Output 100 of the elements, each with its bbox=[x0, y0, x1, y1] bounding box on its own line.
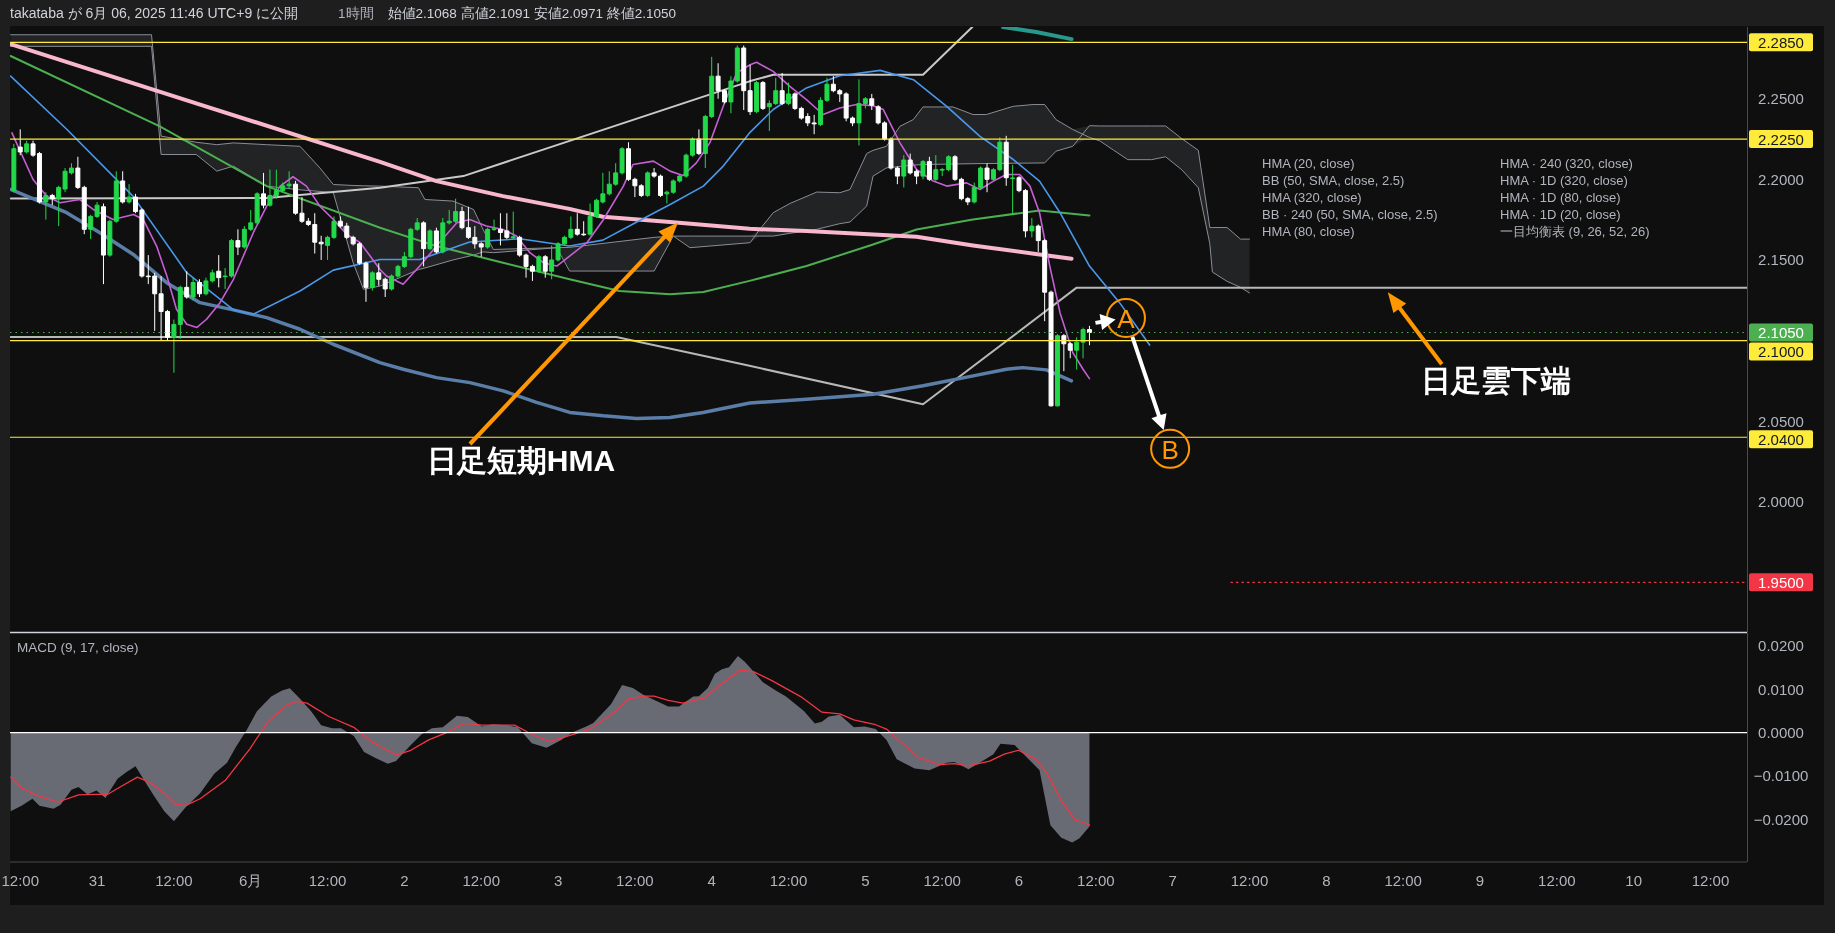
candlestick bbox=[1061, 333, 1067, 372]
annotation: 日足短期HMA bbox=[426, 443, 616, 477]
candlestick bbox=[786, 82, 792, 106]
annotation: 日足雲下端 bbox=[1420, 363, 1571, 397]
y-tick-label: 2.1500 bbox=[1758, 251, 1804, 269]
ref-line-label: 2.0400 bbox=[1758, 430, 1804, 448]
x-tick-label: 12:00 bbox=[769, 871, 808, 889]
x-tick-label: 5 bbox=[861, 871, 870, 889]
x-tick-label: 12:00 bbox=[308, 871, 347, 889]
candlestick bbox=[184, 270, 190, 300]
candlestick bbox=[1029, 217, 1035, 238]
x-tick-label: 12:00 bbox=[1077, 871, 1115, 889]
y-tick-label: 2.2500 bbox=[1758, 90, 1804, 108]
data-label: 1.9500 bbox=[1758, 573, 1804, 591]
annotation: BB (50, SMA, close, 2.5) bbox=[1262, 173, 1405, 188]
text: takataba が 6月 06, 2025 11:46 UTC+9 に公開 bbox=[10, 5, 299, 21]
line-series bbox=[10, 69, 1151, 346]
candlestick bbox=[100, 203, 106, 285]
candlestick bbox=[427, 228, 433, 251]
x-tick-label: 3 bbox=[553, 871, 563, 889]
line-series bbox=[10, 42, 1074, 261]
x-tick-label: 12:00 bbox=[155, 871, 193, 889]
candlestick bbox=[49, 193, 55, 206]
candlestick bbox=[43, 191, 49, 221]
y-tick-label: −0.0200 bbox=[1753, 810, 1809, 828]
candlestick bbox=[235, 228, 241, 256]
candlestick bbox=[197, 278, 202, 298]
candlestick bbox=[811, 114, 817, 135]
x-tick-label: 12:00 bbox=[1, 871, 40, 889]
candlestick bbox=[17, 128, 23, 156]
y-tick-label: 2.0500 bbox=[1758, 412, 1804, 430]
candlestick bbox=[286, 170, 292, 190]
chart-subtitle: 始値2.1068 高値2.1091 安値2.0971 終値2.1050 bbox=[387, 6, 676, 21]
candlestick bbox=[933, 154, 939, 182]
y-tick-label: 2.2000 bbox=[1758, 170, 1804, 188]
text: MACD (9, 17, close) bbox=[17, 640, 139, 655]
annotation: HMA · 1D (320, close) bbox=[1500, 173, 1628, 188]
annotation: 一目均衡表 (9, 26, 52, 26) bbox=[1500, 224, 1650, 239]
candlestick bbox=[254, 191, 260, 225]
ref-line-label: 2.2850 bbox=[1758, 33, 1804, 51]
candlestick bbox=[1054, 333, 1060, 408]
x-tick-label: 6月 bbox=[239, 871, 263, 889]
y-tick-label: 2.0000 bbox=[1758, 493, 1804, 511]
candlestick bbox=[318, 235, 324, 261]
candlestick bbox=[216, 254, 222, 288]
candlestick bbox=[478, 241, 484, 258]
candlestick bbox=[760, 80, 766, 111]
ref-line-label: 2.1000 bbox=[1758, 342, 1804, 360]
annotation: HMA (320, close) bbox=[1262, 190, 1362, 205]
candlestick bbox=[126, 183, 132, 205]
candlestick bbox=[1010, 164, 1016, 216]
annotation: HMA · 1D (20, close) bbox=[1500, 207, 1621, 222]
line-series bbox=[10, 669, 1091, 826]
candlestick bbox=[24, 140, 30, 155]
annotation: HMA · 1D (80, close) bbox=[1500, 190, 1621, 205]
annotation: HMA (80, close) bbox=[1262, 224, 1355, 239]
candlestick bbox=[920, 159, 926, 180]
x-tick-label: 12:00 bbox=[1691, 871, 1730, 889]
candlestick bbox=[779, 72, 785, 106]
line-series bbox=[11, 61, 1091, 380]
x-tick-label: 6 bbox=[1014, 871, 1024, 889]
y-tick-label: 0.0000 bbox=[1758, 724, 1804, 742]
x-tick-label: 12:00 bbox=[1538, 871, 1576, 889]
ref-line-label: 2.2250 bbox=[1758, 130, 1804, 148]
line-series bbox=[10, 286, 1747, 406]
annotation: BB · 240 (50, SMA, close, 2.5) bbox=[1262, 207, 1438, 222]
x-tick-label: 31 bbox=[88, 871, 106, 889]
x-tick-label: 12:00 bbox=[1384, 871, 1422, 889]
candlestick bbox=[376, 262, 382, 287]
x-tick-label: 7 bbox=[1168, 871, 1177, 889]
ref-line-label: 2.1050 bbox=[1758, 323, 1804, 341]
candlestick bbox=[11, 143, 17, 193]
candlestick bbox=[120, 170, 126, 205]
candlestick bbox=[382, 277, 388, 298]
x-tick-label: 8 bbox=[1322, 871, 1331, 889]
candlestick bbox=[645, 170, 651, 198]
x-tick-label: 12:00 bbox=[1230, 871, 1269, 889]
chart-title: 1時間 bbox=[338, 6, 374, 21]
candlestick bbox=[542, 254, 548, 279]
candlestick bbox=[510, 211, 516, 240]
candlestick bbox=[901, 154, 907, 188]
y-tick-label: 0.0200 bbox=[1758, 637, 1804, 655]
candlestick bbox=[869, 93, 875, 111]
y-tick-label: 0.0100 bbox=[1758, 680, 1804, 698]
x-tick-label: 2 bbox=[400, 871, 409, 889]
candlestick bbox=[440, 217, 446, 254]
annotation: HMA (20, close) bbox=[1262, 156, 1355, 171]
x-tick-label: 12:00 bbox=[923, 871, 961, 889]
x-tick-label: 10 bbox=[1625, 871, 1643, 889]
candlestick bbox=[414, 217, 420, 232]
candlestick bbox=[984, 162, 990, 193]
candlestick bbox=[754, 80, 760, 114]
candlestick bbox=[1067, 341, 1073, 359]
candlestick bbox=[190, 277, 196, 301]
candlestick bbox=[536, 254, 542, 274]
x-tick-label: 9 bbox=[1475, 871, 1485, 889]
x-tick-label: 4 bbox=[707, 871, 716, 889]
annotation: B bbox=[1161, 434, 1179, 465]
y-tick-label: −0.0100 bbox=[1753, 767, 1809, 785]
line-series bbox=[10, 55, 1091, 296]
